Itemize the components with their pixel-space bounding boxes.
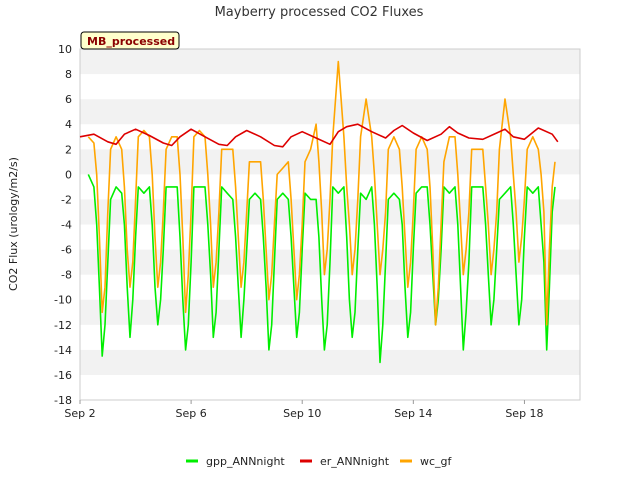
grid-band	[80, 49, 580, 75]
grid-band	[80, 74, 580, 100]
y-tick-label: -16	[54, 369, 72, 382]
x-tick-label: Sep 14	[394, 407, 432, 420]
legend-label: er_ANNnight	[320, 455, 390, 468]
series-line-gpp_ANNnight	[87, 174, 556, 364]
grid-band	[80, 374, 580, 400]
y-tick-label: -2	[61, 193, 72, 206]
y-tick-label: -10	[54, 294, 72, 307]
y-tick-label: -18	[54, 394, 72, 407]
x-tick-label: Sep 18	[505, 407, 543, 420]
legend: gpp_ANNnight er_ANNnight wc_gf	[186, 455, 453, 468]
series-line-wc_gf	[87, 60, 556, 326]
y-tick-label: 4	[65, 118, 72, 131]
y-tick-label: 6	[65, 93, 72, 106]
series-lines	[79, 60, 559, 364]
y-tick-label: -12	[54, 319, 72, 332]
x-tick-label: Sep 10	[283, 407, 321, 420]
x-tick-label: Sep 2	[64, 407, 95, 420]
chart-title: Mayberry processed CO2 Fluxes	[215, 5, 424, 20]
badge-box	[80, 31, 180, 50]
badge-label: MB_processed	[87, 35, 175, 48]
y-tick-label: -14	[54, 344, 72, 357]
grid-band	[80, 324, 580, 350]
grid-band	[80, 349, 580, 375]
y-tick-label: -8	[61, 269, 72, 282]
grid-band	[80, 149, 580, 175]
grid-band	[80, 124, 580, 150]
grid-band	[80, 299, 580, 325]
x-tick-label: Sep 6	[175, 407, 206, 420]
y-tick-label: 10	[58, 43, 72, 56]
y-tick-label: 8	[65, 68, 72, 81]
y-axis-label: CO2 Flux (urology/m2/s)	[7, 157, 20, 291]
grid-bands	[80, 49, 580, 400]
series-line-er_ANNnight	[79, 123, 559, 148]
y-tick-label: 0	[65, 168, 72, 181]
plot-frame	[79, 48, 581, 401]
x-axis-ticks: Sep 2 Sep 6 Sep 10 Sep 14 Sep 18	[64, 400, 544, 420]
y-tick-label: 2	[65, 143, 72, 156]
legend-label: gpp_ANNnight	[206, 455, 285, 468]
dataset-badge: MB_processed	[80, 31, 180, 50]
legend-label: wc_gf	[420, 455, 453, 468]
y-tick-label: -4	[61, 219, 72, 232]
grid-band	[80, 99, 580, 125]
y-tick-label: -6	[61, 244, 72, 257]
y-axis-ticks: 10 8 6 4 2 0 -2 -4 -6 -8 -10 -12 -14 -16 -18	[54, 43, 72, 407]
